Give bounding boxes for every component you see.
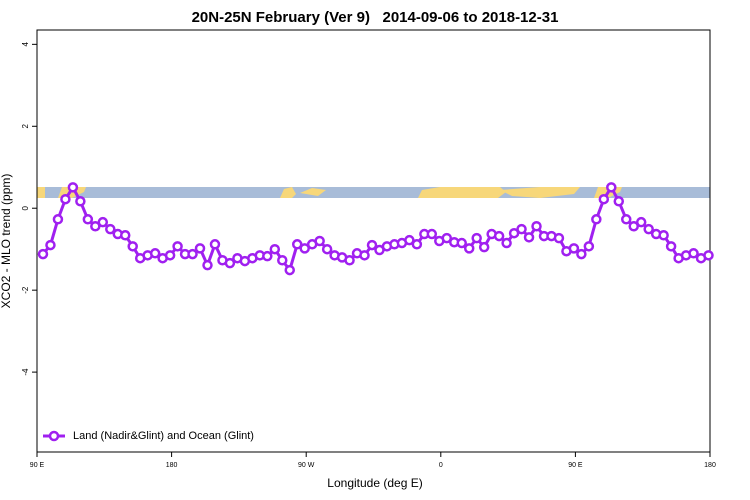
data-point	[576, 248, 587, 260]
data-point	[284, 264, 295, 276]
data-point	[583, 241, 595, 252]
data-point	[187, 248, 198, 260]
data-point	[344, 255, 355, 266]
data-point	[620, 214, 632, 225]
y-tick-label: 0	[21, 205, 30, 210]
data-point	[45, 239, 56, 251]
data-point	[426, 228, 438, 240]
data-point	[404, 234, 415, 246]
data-point	[127, 241, 138, 252]
data-point	[411, 239, 423, 250]
data-point	[314, 235, 325, 247]
data-point	[688, 248, 699, 259]
data-point	[82, 214, 94, 225]
data-point	[501, 237, 512, 249]
x-tick-label: 90 E	[30, 462, 45, 469]
data-point	[299, 243, 310, 254]
y-tick-label: -4	[21, 368, 30, 376]
legend-label: Land (Nadir&Glint) and Ocean (Glint)	[73, 430, 254, 442]
data-point	[75, 196, 86, 207]
data-point	[60, 193, 71, 205]
data-point	[90, 221, 101, 232]
data-point	[628, 221, 639, 232]
data-point	[209, 239, 221, 250]
data-point	[665, 241, 677, 252]
data-point	[441, 232, 453, 244]
x-tick-label: 0	[439, 462, 443, 469]
data-point	[149, 248, 161, 259]
data-point	[606, 182, 617, 193]
data-point	[194, 243, 206, 254]
data-point	[321, 243, 333, 255]
y-tick-label: -2	[21, 286, 30, 294]
data-point	[516, 223, 527, 235]
data-point	[37, 248, 49, 260]
data-point	[493, 230, 505, 242]
data-point	[105, 223, 116, 235]
y-tick-label: 2	[21, 124, 30, 129]
y-tick-label: 4	[21, 42, 30, 47]
data-point	[366, 239, 378, 251]
data-point	[598, 193, 610, 205]
data-point	[703, 250, 714, 261]
data-point	[172, 241, 183, 252]
data-point	[67, 182, 79, 193]
data-point	[463, 243, 475, 254]
data-point	[553, 232, 565, 244]
plot-frame	[36, 29, 711, 453]
data-point	[471, 232, 482, 244]
data-point	[613, 196, 625, 207]
legend-marker	[48, 430, 60, 442]
data-point	[52, 214, 64, 225]
data-point	[591, 214, 602, 225]
data-point	[456, 237, 467, 249]
data-point	[635, 216, 647, 228]
data-point	[262, 250, 273, 262]
x-tick-label: 90 E	[568, 462, 583, 469]
data-point	[531, 221, 542, 232]
data-point	[508, 227, 520, 239]
x-tick-label: 180	[166, 462, 178, 469]
data-point	[269, 243, 281, 255]
x-tick-label: 90 W	[298, 462, 315, 469]
data-point	[164, 250, 176, 261]
data-point	[202, 259, 213, 271]
data-point	[359, 250, 370, 261]
data-point	[224, 257, 236, 269]
y-axis-label: XCO2 - MLO trend (ppm)	[0, 174, 13, 309]
data-point	[658, 230, 669, 241]
data-point	[523, 232, 535, 243]
data-point	[291, 239, 303, 250]
x-tick-label: 180	[704, 462, 716, 469]
data-point	[568, 243, 580, 254]
data-point	[97, 216, 109, 228]
chart-title: 20N-25N February (Ver 9) 2014-09-06 to 2…	[192, 9, 559, 26]
data-point	[478, 241, 490, 253]
x-axis-label: Longitude (deg E)	[327, 476, 422, 490]
data-point	[277, 255, 288, 266]
data-point	[119, 230, 131, 241]
data-point	[643, 223, 654, 235]
